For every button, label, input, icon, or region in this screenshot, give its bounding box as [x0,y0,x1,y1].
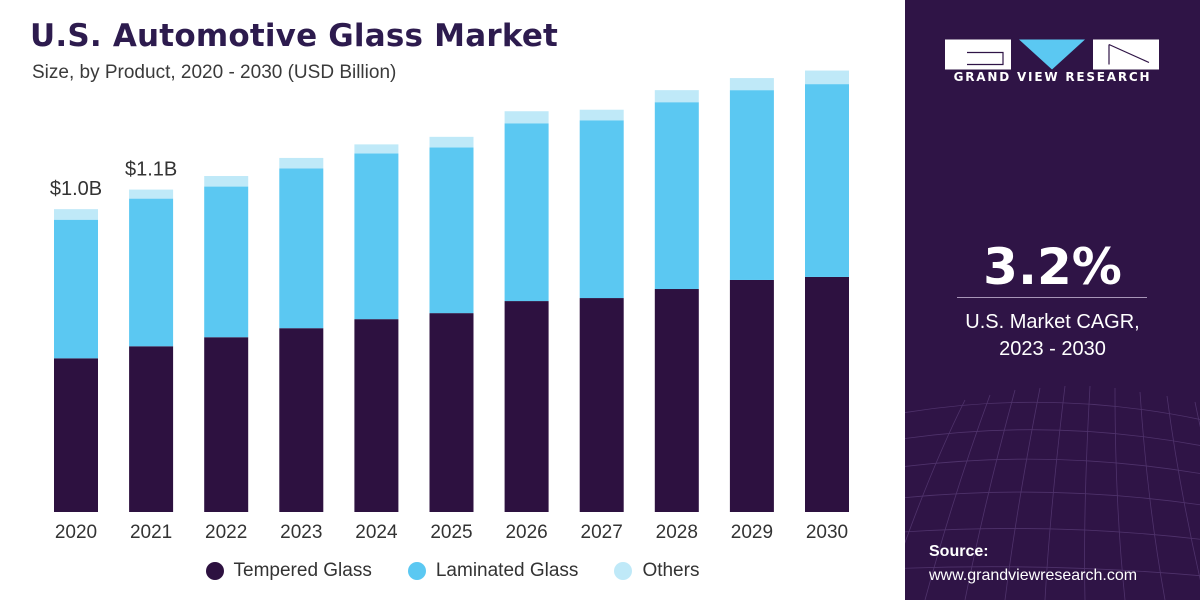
chart-panel: U.S. Automotive Glass Market Size, by Pr… [0,18,905,582]
bar-segment-laminated-2024 [354,153,399,320]
cagr-label-line2: 2023 - 2030 [999,338,1106,360]
bar-segment-others-2029 [729,78,774,91]
x-tick-label-2027: 2027 [581,522,623,543]
cagr-divider [957,297,1147,298]
bar-segment-laminated-2025 [429,147,474,314]
legend-item-laminated: Laminated Glass [407,560,579,582]
x-tick-label-2024: 2024 [355,522,398,543]
bar-segment-tempered-2022 [204,337,249,512]
bar-segment-laminated-2020 [54,219,98,359]
chart-title: U.S. Automotive Glass Market [30,18,559,54]
bar-segment-tempered-2020 [54,358,98,512]
x-tick-label-2026: 2026 [505,522,547,543]
bar-segment-tempered-2029 [729,279,774,512]
legend-label-others: Others [642,560,700,581]
x-tick-label-2021: 2021 [130,522,172,543]
bar-segment-others-2026 [504,111,549,124]
legend-swatch-laminated [407,562,426,580]
brand-logo [945,39,1159,70]
logo-triangle [1019,39,1085,70]
x-tick-label-2022: 2022 [205,522,247,543]
stacked-bar-chart: $1.0B 2020 $1.1B 2021 2022 2023 2024 2025 2026 20… [50,70,849,543]
bar-segment-others-2023 [279,157,324,169]
legend-swatch-tempered [205,562,224,580]
cagr-value: 3.2% [983,238,1122,296]
legend-label-laminated: Laminated Glass [435,560,579,581]
legend-swatch-others [614,562,633,580]
bar-segment-others-2021 [129,189,174,199]
bar-segment-laminated-2029 [729,90,774,280]
bar-segment-laminated-2027 [579,120,624,299]
bar-segment-tempered-2024 [354,319,399,512]
legend-item-tempered: Tempered Glass [205,560,372,582]
x-tick-label-2028: 2028 [656,522,698,543]
bar-segment-others-2020 [54,209,98,220]
x-tick-label-2029: 2029 [731,522,773,543]
brand-name: GRAND VIEW RESEARCH [953,70,1152,84]
data-label-2020: $1.0B [50,178,102,200]
bar-segment-laminated-2030 [805,84,849,277]
chart-legend: Tempered Glass Laminated Glass Others [0,560,905,582]
bar-segment-laminated-2021 [129,198,174,347]
bar-segment-laminated-2023 [279,168,324,329]
bar-segment-tempered-2030 [805,276,849,512]
logo-block-right [1093,39,1159,70]
bar-segment-tempered-2026 [504,301,549,512]
source-label: Source: [929,543,989,560]
bar-segment-laminated-2028 [654,102,699,290]
bar-segment-tempered-2028 [654,289,699,512]
x-tick-label-2025: 2025 [430,522,472,543]
legend-label-tempered: Tempered Glass [233,560,372,581]
x-tick-label-2023: 2023 [280,522,322,543]
bar-segment-others-2028 [654,90,699,103]
x-tick-label-2030: 2030 [806,522,848,543]
bar-segment-tempered-2027 [579,298,624,512]
bar-segment-others-2022 [204,176,249,187]
bar-segment-others-2024 [354,144,399,154]
bar-segment-others-2027 [579,109,624,121]
x-tick-label-2020: 2020 [55,522,97,543]
sidebar-panel: GRAND VIEW RESEARCH 3.2% U.S. Market CAG… [905,0,1200,600]
bar-segment-others-2030 [805,70,849,85]
bar-segment-tempered-2021 [129,346,174,512]
bar-segment-laminated-2022 [204,186,249,338]
cagr-label-line1: U.S. Market CAGR, [965,311,1140,333]
cagr-label: U.S. Market CAGR, 2023 - 2030 [905,309,1200,363]
bar-segment-laminated-2026 [504,123,549,302]
bar-segment-others-2025 [429,136,474,148]
data-label-2021: $1.1B [125,159,177,181]
grid-background-graphic [905,385,1200,600]
bar-segment-tempered-2023 [279,328,324,512]
chart-subtitle: Size, by Product, 2020 - 2030 (USD Billi… [32,62,397,83]
bar-segment-tempered-2025 [429,313,474,512]
source-url: www.grandviewresearch.com [929,567,1138,584]
legend-item-others: Others [614,560,699,582]
